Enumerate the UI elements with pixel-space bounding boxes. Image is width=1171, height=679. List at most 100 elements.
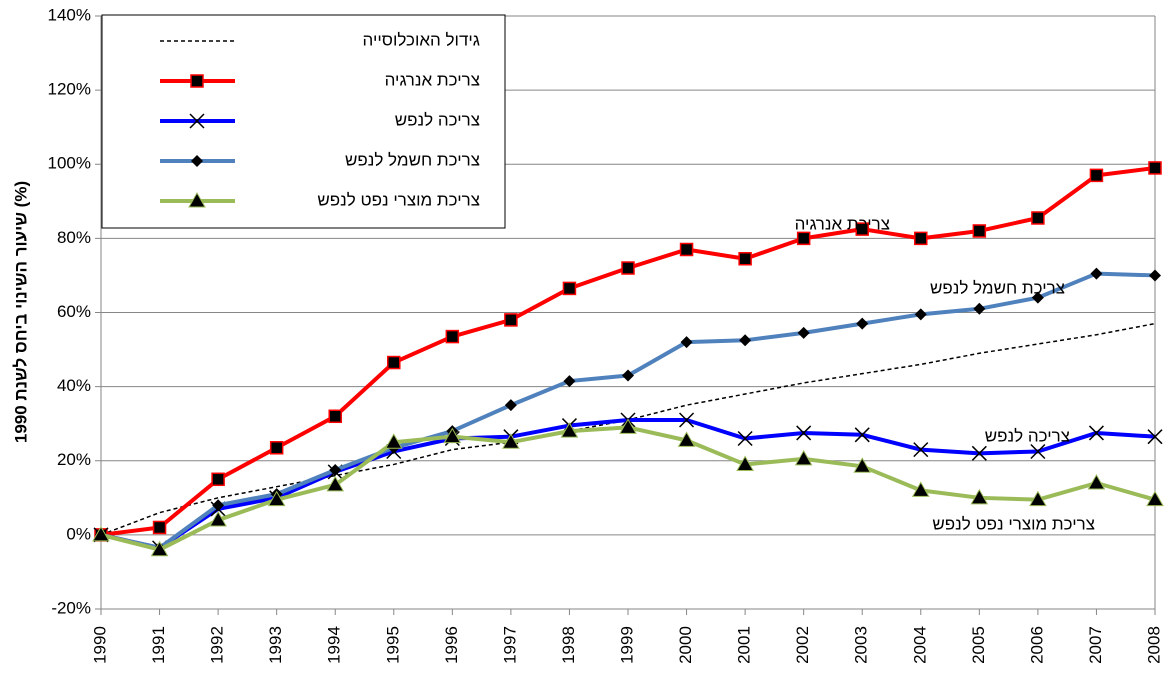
marker: [1149, 269, 1161, 282]
annotation: צריכת חשמל לנפש: [930, 278, 1065, 297]
x-tick-label: 2003: [852, 626, 871, 664]
y-tick-label: 140%: [48, 5, 91, 24]
marker: [152, 520, 167, 535]
marker: [794, 449, 813, 466]
marker: [913, 442, 929, 458]
marker: [328, 409, 342, 424]
marker: [502, 433, 520, 449]
marker: [562, 281, 577, 296]
marker: [914, 231, 928, 246]
marker: [854, 427, 870, 443]
marker: [504, 313, 518, 327]
x-tick-label: 2007: [1086, 626, 1105, 664]
x-tick-label: 1990: [90, 626, 109, 664]
y-tick-label: 20%: [57, 450, 91, 469]
marker: [621, 261, 635, 275]
marker: [1030, 443, 1046, 460]
annotation: צריכת מוצרי נפט לנפש: [932, 514, 1095, 533]
marker: [504, 399, 517, 412]
marker: [563, 375, 576, 388]
annotation: צריכה לנפש: [985, 426, 1070, 445]
x-tick-label: 1998: [559, 626, 578, 664]
legend-marker: [190, 74, 204, 88]
marker: [619, 418, 637, 434]
marker: [1031, 211, 1045, 225]
y-tick-label: 120%: [48, 80, 91, 99]
marker: [855, 222, 869, 236]
marker: [737, 430, 753, 447]
marker: [853, 457, 872, 473]
legend-label: צריכה לנפש: [395, 110, 480, 129]
marker: [1147, 429, 1163, 445]
marker: [560, 422, 579, 438]
marker: [914, 308, 927, 321]
marker: [677, 431, 696, 447]
marker: [92, 525, 110, 542]
marker: [209, 511, 227, 527]
x-tick-label: 2006: [1027, 626, 1046, 664]
x-tick-label: 2004: [910, 626, 929, 664]
legend-label: צריכת חשמל לנפש: [345, 150, 480, 169]
x-tick-label: 1999: [617, 626, 636, 664]
marker: [384, 433, 403, 449]
marker: [739, 334, 752, 347]
marker: [622, 369, 634, 382]
legend-marker: [188, 191, 206, 208]
marker: [212, 499, 225, 512]
x-tick-label: 1992: [208, 626, 227, 664]
legend-label: צריכת מוצרי נפט לנפש: [317, 190, 480, 209]
marker: [970, 488, 989, 505]
x-tick-label: 2008: [1144, 626, 1163, 664]
marker: [738, 252, 752, 266]
marker: [1089, 168, 1104, 183]
marker: [680, 336, 693, 349]
legend-marker: [189, 113, 205, 129]
marker: [1088, 425, 1104, 441]
y-tick-label: 80%: [57, 228, 91, 247]
marker: [796, 231, 811, 246]
marker: [267, 490, 286, 507]
x-tick-label: 1997: [500, 626, 519, 664]
y-axis-label: שיעור השינוי ביחס לשנת 1990 (%): [11, 181, 30, 443]
marker: [443, 427, 462, 444]
marker: [329, 464, 342, 477]
marker: [679, 242, 694, 257]
x-tick-label: 1993: [266, 626, 285, 664]
x-tick-label: 2005: [969, 626, 988, 664]
marker: [326, 475, 345, 492]
marker: [736, 455, 754, 471]
x-tick-label: 2002: [793, 626, 812, 664]
marker: [971, 445, 987, 461]
legend-label: צריכת אנרגיה: [385, 70, 480, 89]
marker: [387, 355, 401, 370]
marker: [797, 326, 810, 339]
marker: [972, 224, 987, 238]
marker: [1087, 473, 1106, 490]
y-tick-label: 0%: [66, 524, 91, 543]
y-tick-label: 40%: [57, 376, 91, 395]
marker: [1148, 161, 1162, 175]
marker: [679, 412, 695, 428]
marker: [1146, 490, 1164, 507]
x-tick-label: 1996: [442, 626, 461, 664]
y-tick-label: 60%: [57, 302, 91, 321]
marker: [269, 441, 284, 455]
x-tick-label: 2001: [735, 626, 754, 664]
x-tick-label: 1991: [149, 626, 168, 664]
marker: [1029, 490, 1047, 507]
marker: [1090, 267, 1103, 280]
marker: [796, 425, 812, 441]
marker: [445, 329, 460, 344]
annotation: צריכת אנרגיה: [795, 214, 890, 233]
marker: [973, 302, 986, 315]
y-tick-label: 100%: [48, 154, 91, 173]
x-tick-label: 1995: [383, 626, 402, 664]
marker: [856, 317, 869, 330]
x-tick-label: 1994: [325, 626, 344, 664]
legend-marker: [191, 155, 203, 167]
marker: [911, 481, 930, 497]
y-tick-label: -20%: [51, 598, 91, 617]
marker: [211, 472, 225, 487]
marker: [150, 540, 169, 557]
